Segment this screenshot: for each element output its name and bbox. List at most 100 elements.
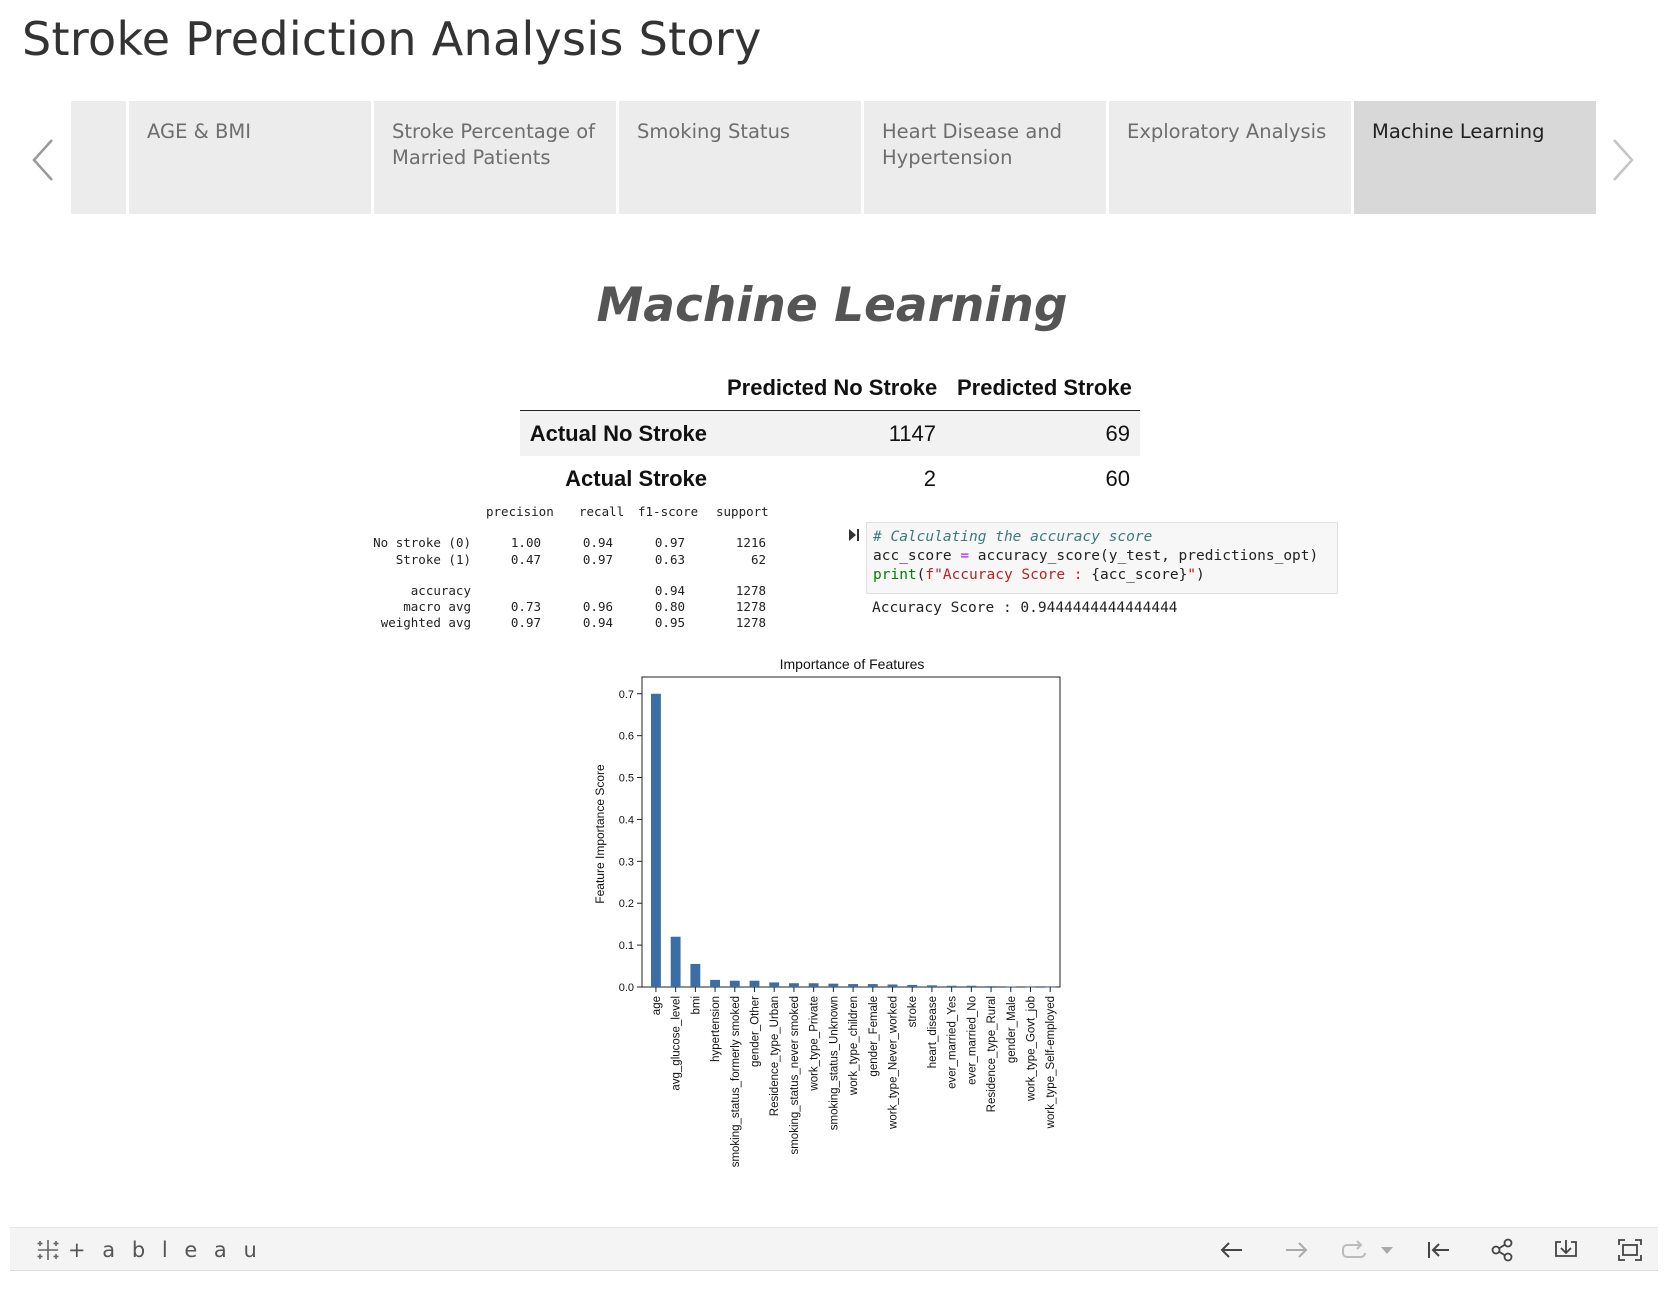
report-header: recall xyxy=(579,504,625,519)
tab-stroke-percentage-married[interactable]: Stroke Percentage of Married Patients xyxy=(374,101,616,214)
report-cell: 0.97 xyxy=(582,552,613,567)
code-output: Accuracy Score : 0.9444444444444444 xyxy=(872,600,1178,616)
chart-title: Importance of Features xyxy=(780,656,925,672)
arrow-right-icon xyxy=(1286,1242,1308,1258)
tab-age-bmi[interactable]: AGE & BMI xyxy=(129,101,371,214)
tab-machine-learning[interactable]: Machine Learning xyxy=(1354,101,1596,214)
row-label: Actual Stroke xyxy=(565,466,707,491)
replay-options-button[interactable] xyxy=(1378,1236,1396,1264)
y-tick-label: 0.2 xyxy=(619,898,634,910)
code-token: print xyxy=(873,567,917,583)
report-cell: 0.97 xyxy=(510,615,541,630)
y-tick-label: 0.5 xyxy=(619,773,634,785)
bar xyxy=(848,984,858,987)
code-comment: # Calculating the accuracy score xyxy=(873,529,1153,545)
code-line: print(f"Accuracy Score : {acc_score}") xyxy=(873,566,1331,585)
report-cell: 0.95 xyxy=(654,615,685,630)
classification-report: precision recall f1-score support No str… xyxy=(373,504,774,634)
col-header-predicted-stroke: Predicted Stroke xyxy=(957,375,1132,400)
code-token: ) xyxy=(1196,567,1205,583)
x-tick-label: work_type_children xyxy=(848,996,860,1096)
bar xyxy=(710,979,720,987)
redo-button[interactable] xyxy=(1281,1236,1311,1264)
x-tick-label: work_type_Govt_job xyxy=(1026,996,1038,1102)
revert-button[interactable] xyxy=(1423,1236,1453,1264)
code-token: accuracy_score(y_test, predictions_opt) xyxy=(969,548,1319,564)
bar xyxy=(986,986,996,987)
x-tick-label: bmi xyxy=(690,996,702,1015)
fullscreen-icon xyxy=(1618,1239,1642,1261)
replay-button[interactable] xyxy=(1338,1236,1368,1264)
report-cell: 1216 xyxy=(735,535,766,550)
x-tick-label: work_type_Private xyxy=(809,996,821,1092)
x-tick-label: hypertension xyxy=(710,996,722,1062)
fullscreen-button[interactable] xyxy=(1615,1236,1645,1264)
x-tick-label: ever_married_No xyxy=(966,996,978,1085)
report-cell: 0.96 xyxy=(582,599,613,614)
run-cell-icon xyxy=(849,529,859,541)
bar xyxy=(808,983,819,987)
code-token: = xyxy=(960,548,970,564)
feature-importance-chart-svg: Importance of Features Feature Importanc… xyxy=(593,656,1061,1167)
report-row-label: Stroke (1) xyxy=(395,552,471,567)
bar xyxy=(1005,986,1016,988)
share-icon xyxy=(1491,1238,1513,1262)
tab-partial[interactable] xyxy=(71,101,126,214)
replay-icon xyxy=(1342,1240,1366,1258)
report-cell: 0.94 xyxy=(582,615,613,630)
x-tick-label: heart_disease xyxy=(927,996,939,1068)
next-story-point-button[interactable] xyxy=(1608,135,1638,185)
report-cell: 1278 xyxy=(735,615,766,630)
x-tick-label: gender_Male xyxy=(1006,996,1018,1063)
y-tick-label: 0.6 xyxy=(619,731,634,743)
undo-button[interactable] xyxy=(1217,1236,1247,1264)
report-cell: 1278 xyxy=(735,599,766,614)
report-cell: 0.73 xyxy=(510,599,541,614)
col-header-predicted-no-stroke: Predicted No Stroke xyxy=(727,375,938,400)
bar xyxy=(670,936,681,987)
feature-importance-chart: Importance of Features Feature Importanc… xyxy=(590,652,1080,1212)
report-cell: 1278 xyxy=(735,583,766,598)
code-token: ( xyxy=(916,567,926,583)
report-cell: 0.94 xyxy=(582,535,613,550)
x-tick-label: stroke xyxy=(907,996,919,1027)
chart-y-axis-label: Feature Importance Score xyxy=(593,764,607,904)
tab-heart-disease-hypertension[interactable]: Heart Disease and Hypertension xyxy=(864,101,1106,214)
cell-value: 69 xyxy=(1105,421,1130,446)
x-tick-label: Residence_type_Urban xyxy=(769,996,781,1116)
report-cell: 0.80 xyxy=(654,599,685,614)
x-tick-label: smoking_status_Unknown xyxy=(828,996,840,1130)
bottom-toolbar: + a b l e a u xyxy=(10,1227,1658,1271)
x-tick-label: gender_Female xyxy=(868,996,880,1077)
confusion-matrix-header: Predicted No Stroke Predicted Stroke xyxy=(520,365,1140,411)
x-tick-label: smoking_status_formerly smoked xyxy=(730,996,742,1167)
download-button[interactable] xyxy=(1551,1236,1581,1264)
share-button[interactable] xyxy=(1487,1236,1517,1264)
tab-smoking-status[interactable]: Smoking Status xyxy=(619,101,861,214)
code-cell: # Calculating the accuracy score acc_sco… xyxy=(866,522,1338,594)
tableau-logo-link[interactable]: + a b l e a u xyxy=(34,1236,262,1264)
y-tick-label: 0.3 xyxy=(619,856,634,868)
cell-value: 2 xyxy=(923,466,936,491)
code-line: acc_score = accuracy_score(y_test, predi… xyxy=(873,547,1331,566)
x-tick-label: smoking_status_never smoked xyxy=(789,996,801,1155)
bar xyxy=(769,982,780,987)
chevron-left-icon xyxy=(32,139,53,181)
cell-value: 1147 xyxy=(888,421,936,446)
previous-story-point-button[interactable] xyxy=(28,135,58,185)
tab-exploratory-analysis[interactable]: Exploratory Analysis xyxy=(1109,101,1351,214)
bar xyxy=(651,693,661,987)
report-row-label: No stroke (0) xyxy=(373,535,471,550)
report-cell: 0.97 xyxy=(654,535,685,550)
code-token: f"Accuracy Score : xyxy=(925,567,1092,583)
x-tick-label: avg_glucose_level xyxy=(671,996,683,1091)
chevron-right-icon xyxy=(1613,139,1634,181)
bar xyxy=(729,980,740,987)
report-cell: 0.94 xyxy=(654,583,685,598)
report-header: precision xyxy=(486,504,554,519)
bar xyxy=(907,984,918,987)
confusion-matrix: Predicted No Stroke Predicted Stroke Act… xyxy=(520,365,1140,501)
story-title: Stroke Prediction Analysis Story xyxy=(22,12,762,66)
bar xyxy=(749,980,760,987)
x-tick-label: work_type_Never_worked xyxy=(888,996,900,1130)
